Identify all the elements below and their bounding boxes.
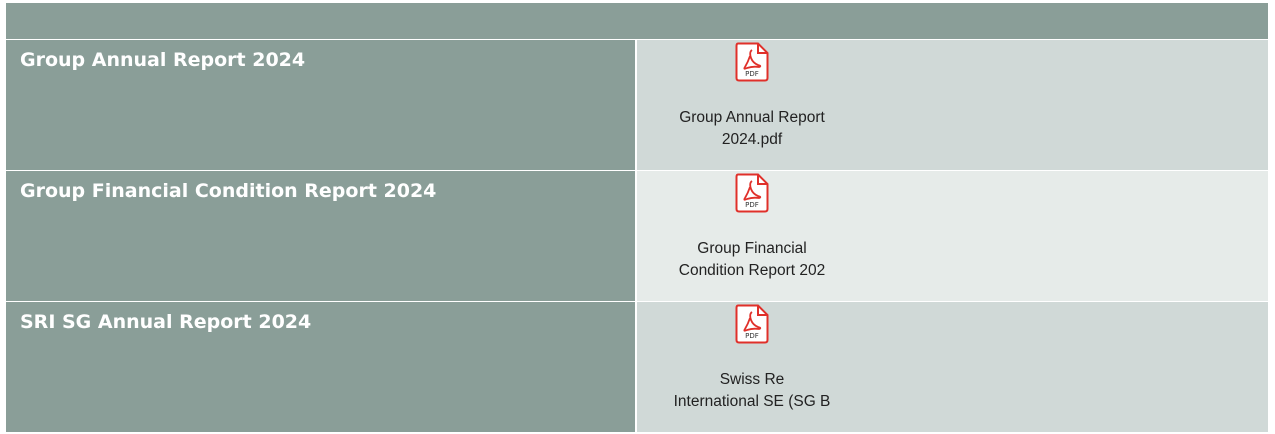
attachment-cell: PDF Swiss Re International SE (SG B — [637, 302, 1268, 432]
icon-symbol — [743, 180, 762, 201]
file-name: 2024.pdf — [721, 131, 783, 148]
row-title: SRI SG Annual Report 2024 — [20, 311, 312, 333]
table-row: Group Financial Condition Report 2024 PDF… — [6, 171, 1268, 301]
row-title: Group Annual Report 2024 — [20, 49, 306, 71]
row-title: Group Financial Condition Report 2024 — [20, 180, 437, 202]
attachment-cell: PDF Group Annual Report 2024.pdf — [637, 40, 1268, 170]
icon-symbol — [743, 311, 762, 332]
pdf-icon: PDF — [735, 173, 769, 213]
icon-symbol — [743, 49, 762, 70]
icon-fold — [757, 43, 768, 54]
file-name: Group Annual Report — [679, 109, 825, 126]
pdf-icon: PDF — [735, 304, 769, 344]
icon-label: PDF — [745, 332, 759, 340]
title-cell: Group Annual Report 2024 — [6, 40, 635, 170]
icon-label: PDF — [745, 201, 759, 209]
header-bar — [6, 3, 1268, 39]
attachment[interactable]: PDF Swiss Re International SE (SG B — [652, 304, 852, 413]
pdf-icon: PDF — [735, 42, 769, 82]
attachment-cell: PDF Group Financial Condition Report 202 — [637, 171, 1268, 301]
attachment[interactable]: PDF Group Financial Condition Report 202 — [652, 173, 852, 282]
attachment[interactable]: PDF Group Annual Report 2024.pdf — [652, 42, 852, 151]
file-name: Condition Report 202 — [678, 262, 826, 279]
title-cell: Group Financial Condition Report 2024 — [6, 171, 635, 301]
table-row: Group Annual Report 2024 PDF Group Annual … — [6, 40, 1268, 170]
table-row: SRI SG Annual Report 2024 PDF Swiss Re Inte… — [6, 302, 1268, 432]
icon-label: PDF — [745, 70, 759, 78]
file-name: Swiss Re — [719, 371, 785, 388]
title-cell: SRI SG Annual Report 2024 — [6, 302, 635, 432]
file-name: Group Financial — [697, 240, 807, 257]
icon-fold — [757, 305, 768, 316]
icon-fold — [757, 174, 768, 185]
file-name: International SE (SG B — [673, 393, 831, 410]
